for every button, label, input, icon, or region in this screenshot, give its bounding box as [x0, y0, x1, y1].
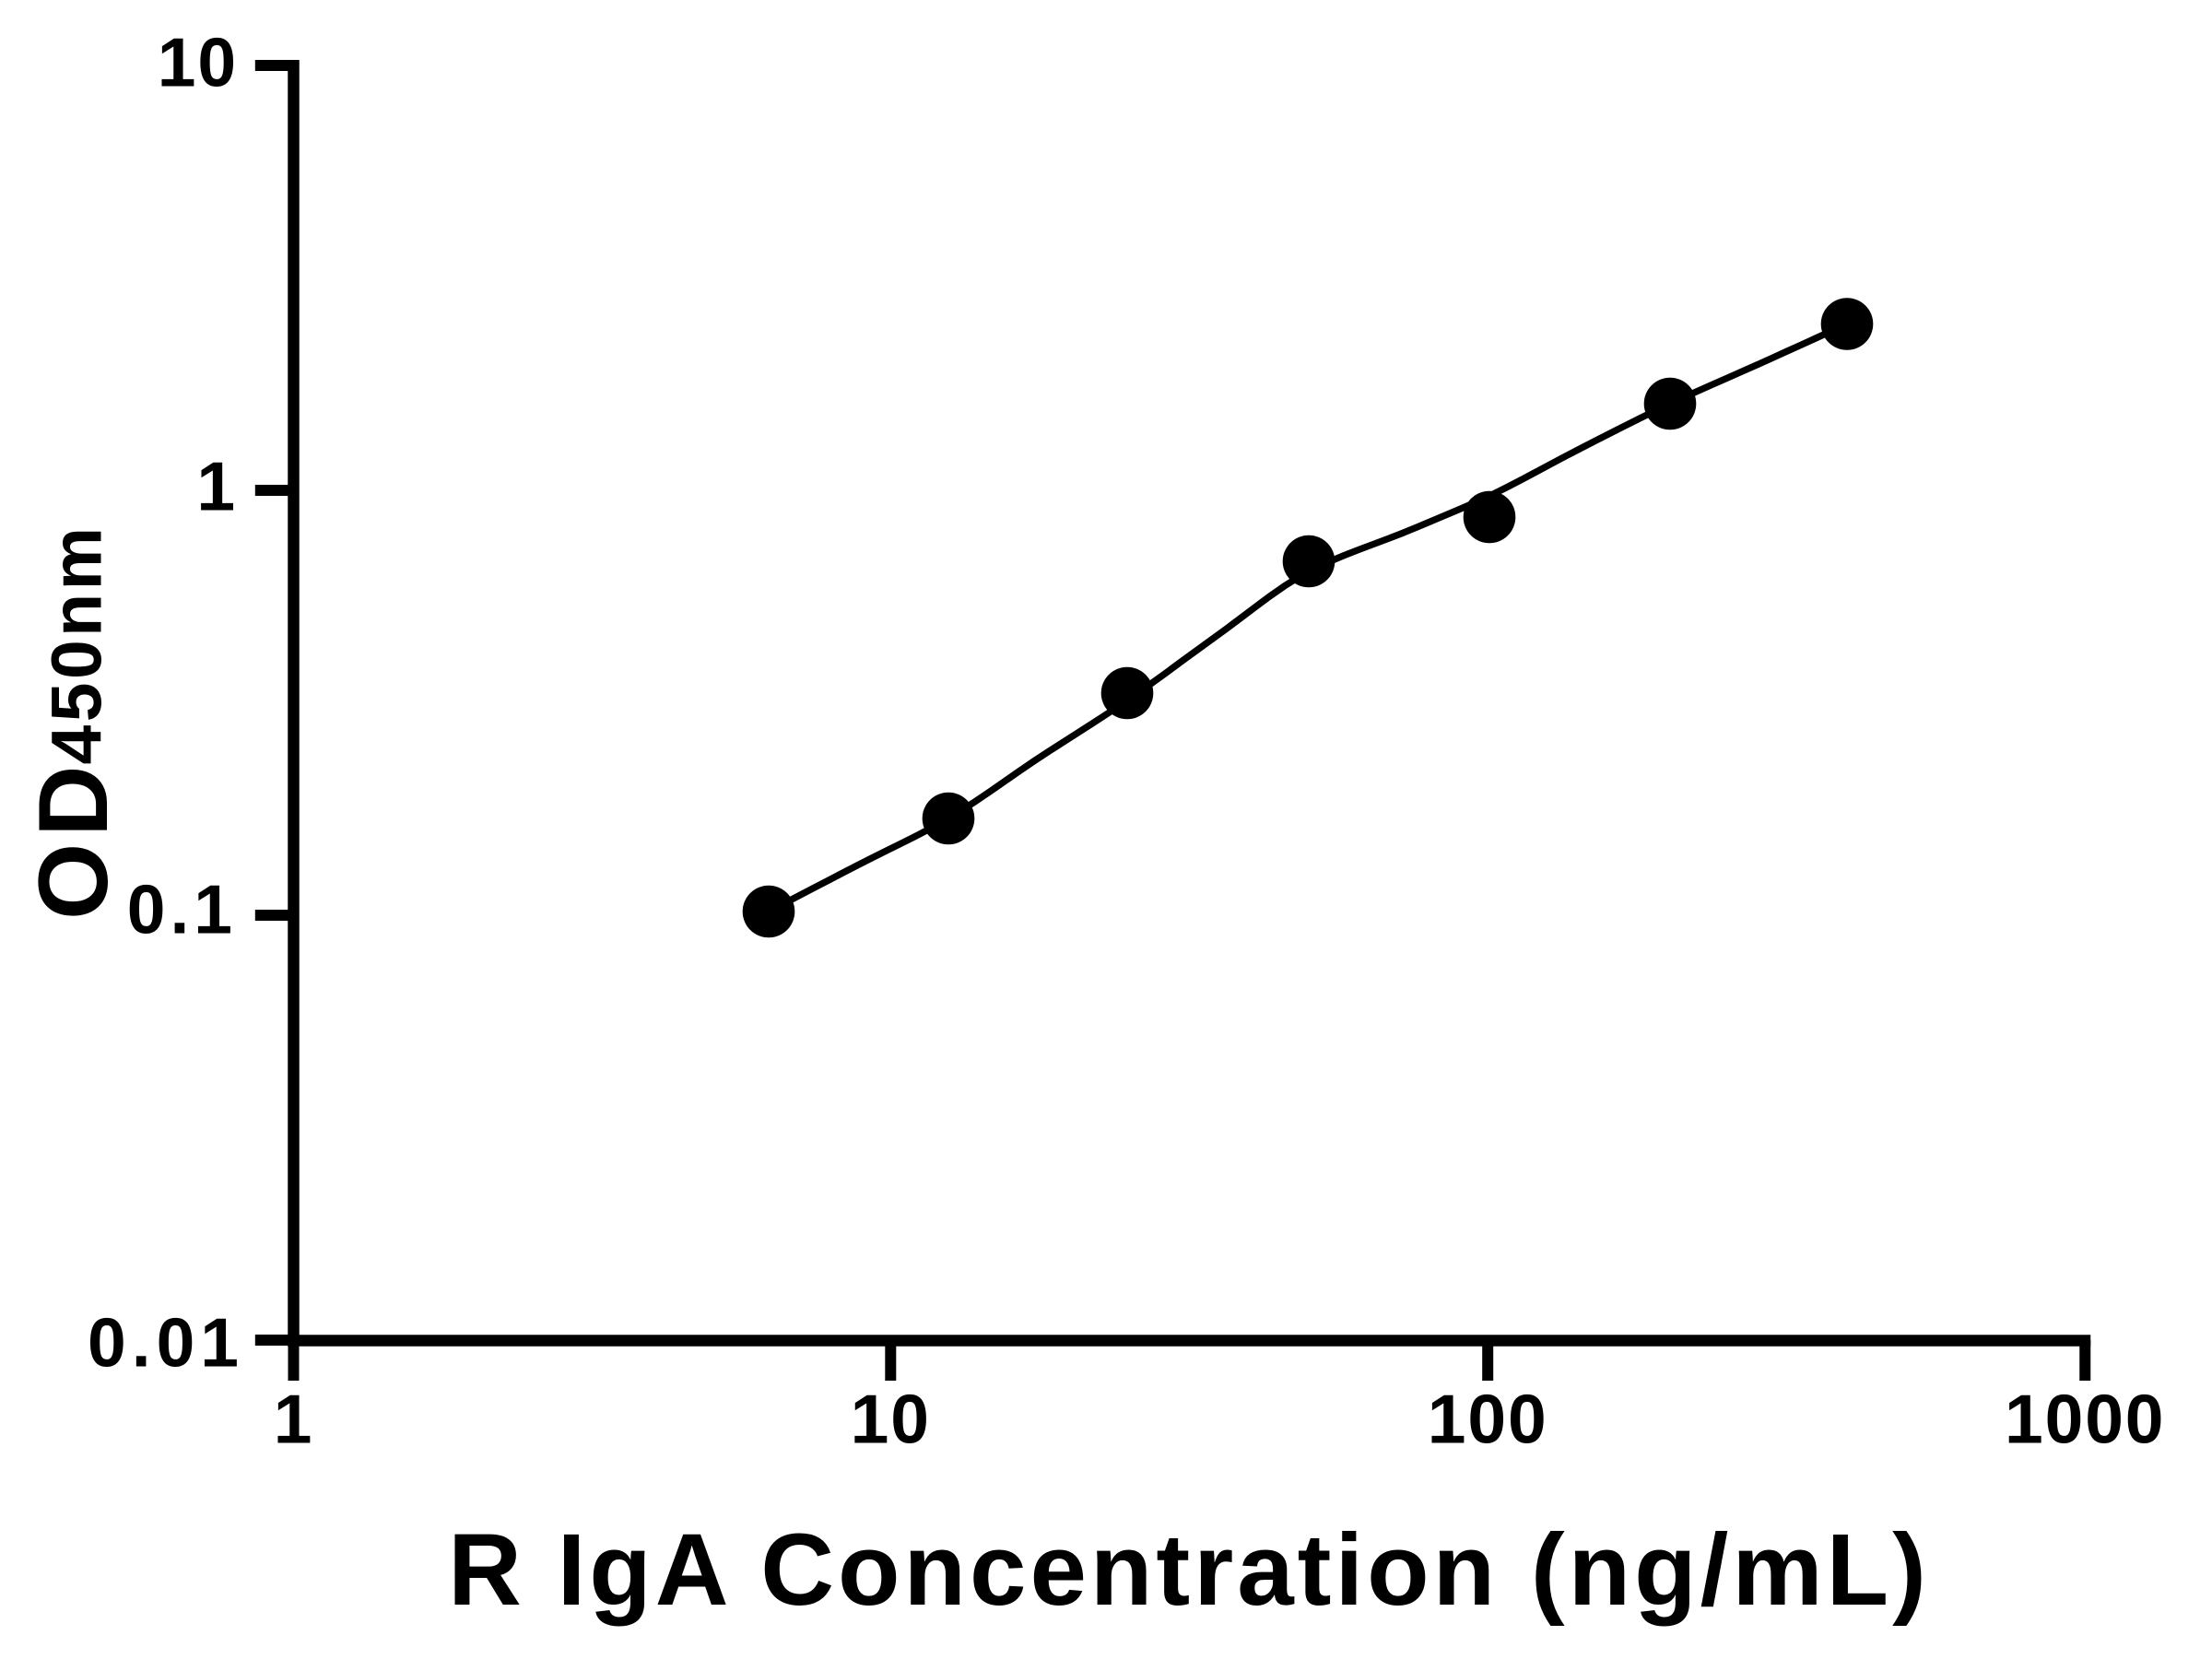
- svg-text:10: 10: [158, 24, 238, 101]
- svg-text:10: 10: [851, 1381, 931, 1458]
- svg-text:R IgA Concentration (ng/mL): R IgA Concentration (ng/mL): [448, 1513, 1930, 1627]
- svg-text:1: 1: [274, 1381, 314, 1458]
- svg-text:1: 1: [196, 448, 237, 525]
- svg-text:100: 100: [1428, 1381, 1548, 1458]
- svg-text:0.1: 0.1: [127, 871, 237, 948]
- svg-text:1000: 1000: [2005, 1381, 2165, 1458]
- svg-text:0.01: 0.01: [88, 1304, 244, 1382]
